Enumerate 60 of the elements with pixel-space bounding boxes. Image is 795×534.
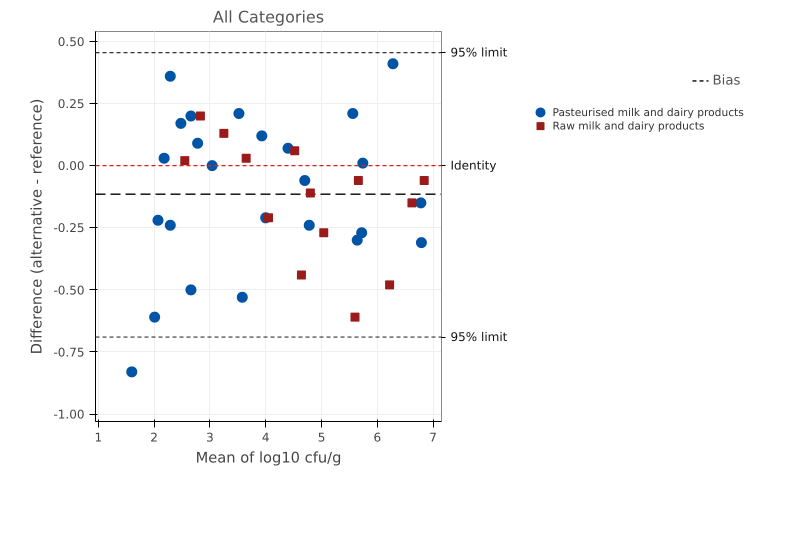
point — [347, 108, 358, 119]
point — [192, 138, 204, 149]
point — [164, 220, 176, 231]
x-tick-label: 1 — [94, 430, 102, 444]
point — [185, 284, 196, 296]
point — [420, 176, 429, 186]
point — [256, 130, 268, 142]
point — [296, 270, 306, 280]
point — [407, 198, 416, 208]
point — [385, 280, 394, 290]
point — [319, 228, 328, 238]
y-tick-label: -0.25 — [53, 221, 85, 236]
point — [149, 312, 160, 323]
x-tick-label: 5 — [318, 430, 326, 444]
point — [236, 292, 248, 303]
point — [233, 108, 244, 119]
point — [206, 160, 218, 172]
point — [304, 220, 315, 231]
x-tick-label: 3 — [206, 430, 214, 444]
ref-line-label: 95% limit — [450, 330, 508, 344]
legend-label: Bias — [712, 73, 741, 88]
point — [152, 214, 164, 226]
x-axis-title: Mean of log10 cfu/g — [196, 450, 342, 466]
point — [387, 58, 398, 70]
point — [350, 312, 360, 322]
point — [264, 213, 273, 222]
x-tick-label: 2 — [150, 430, 158, 444]
point — [126, 366, 138, 378]
point — [242, 154, 251, 163]
point — [415, 197, 426, 208]
ref-line-label: 95% limit — [450, 46, 508, 60]
point — [219, 128, 228, 138]
point — [416, 237, 427, 248]
x-tick-label: 4 — [262, 430, 270, 444]
x-tick-label: 7 — [429, 430, 437, 444]
point — [164, 70, 176, 82]
legend-label: Pasteurised milk and dairy products — [552, 106, 744, 119]
point — [306, 188, 315, 198]
point — [196, 111, 205, 120]
point — [158, 152, 170, 164]
point — [290, 146, 300, 156]
y-tick-label: -0.75 — [53, 345, 85, 360]
y-tick-label: 0.00 — [58, 159, 84, 174]
y-axis-title: Difference (alternative - reference) — [28, 98, 46, 354]
point — [357, 158, 368, 169]
y-tick-label: 0.25 — [58, 97, 84, 112]
y-tick-label: 0.50 — [58, 34, 84, 49]
point — [175, 118, 186, 129]
point — [299, 175, 310, 186]
x-tick-label: 6 — [374, 430, 382, 444]
point — [180, 156, 190, 166]
y-tick-label: -0.50 — [53, 283, 85, 298]
ref-line-label: Identity — [450, 158, 496, 173]
y-tick-label: -1.00 — [53, 408, 85, 422]
point — [354, 176, 363, 186]
legend-label: Raw milk and dairy products — [552, 120, 705, 133]
point — [352, 234, 363, 246]
point — [185, 110, 196, 122]
point — [356, 227, 368, 238]
chart-title: All Categories — [212, 8, 324, 26]
